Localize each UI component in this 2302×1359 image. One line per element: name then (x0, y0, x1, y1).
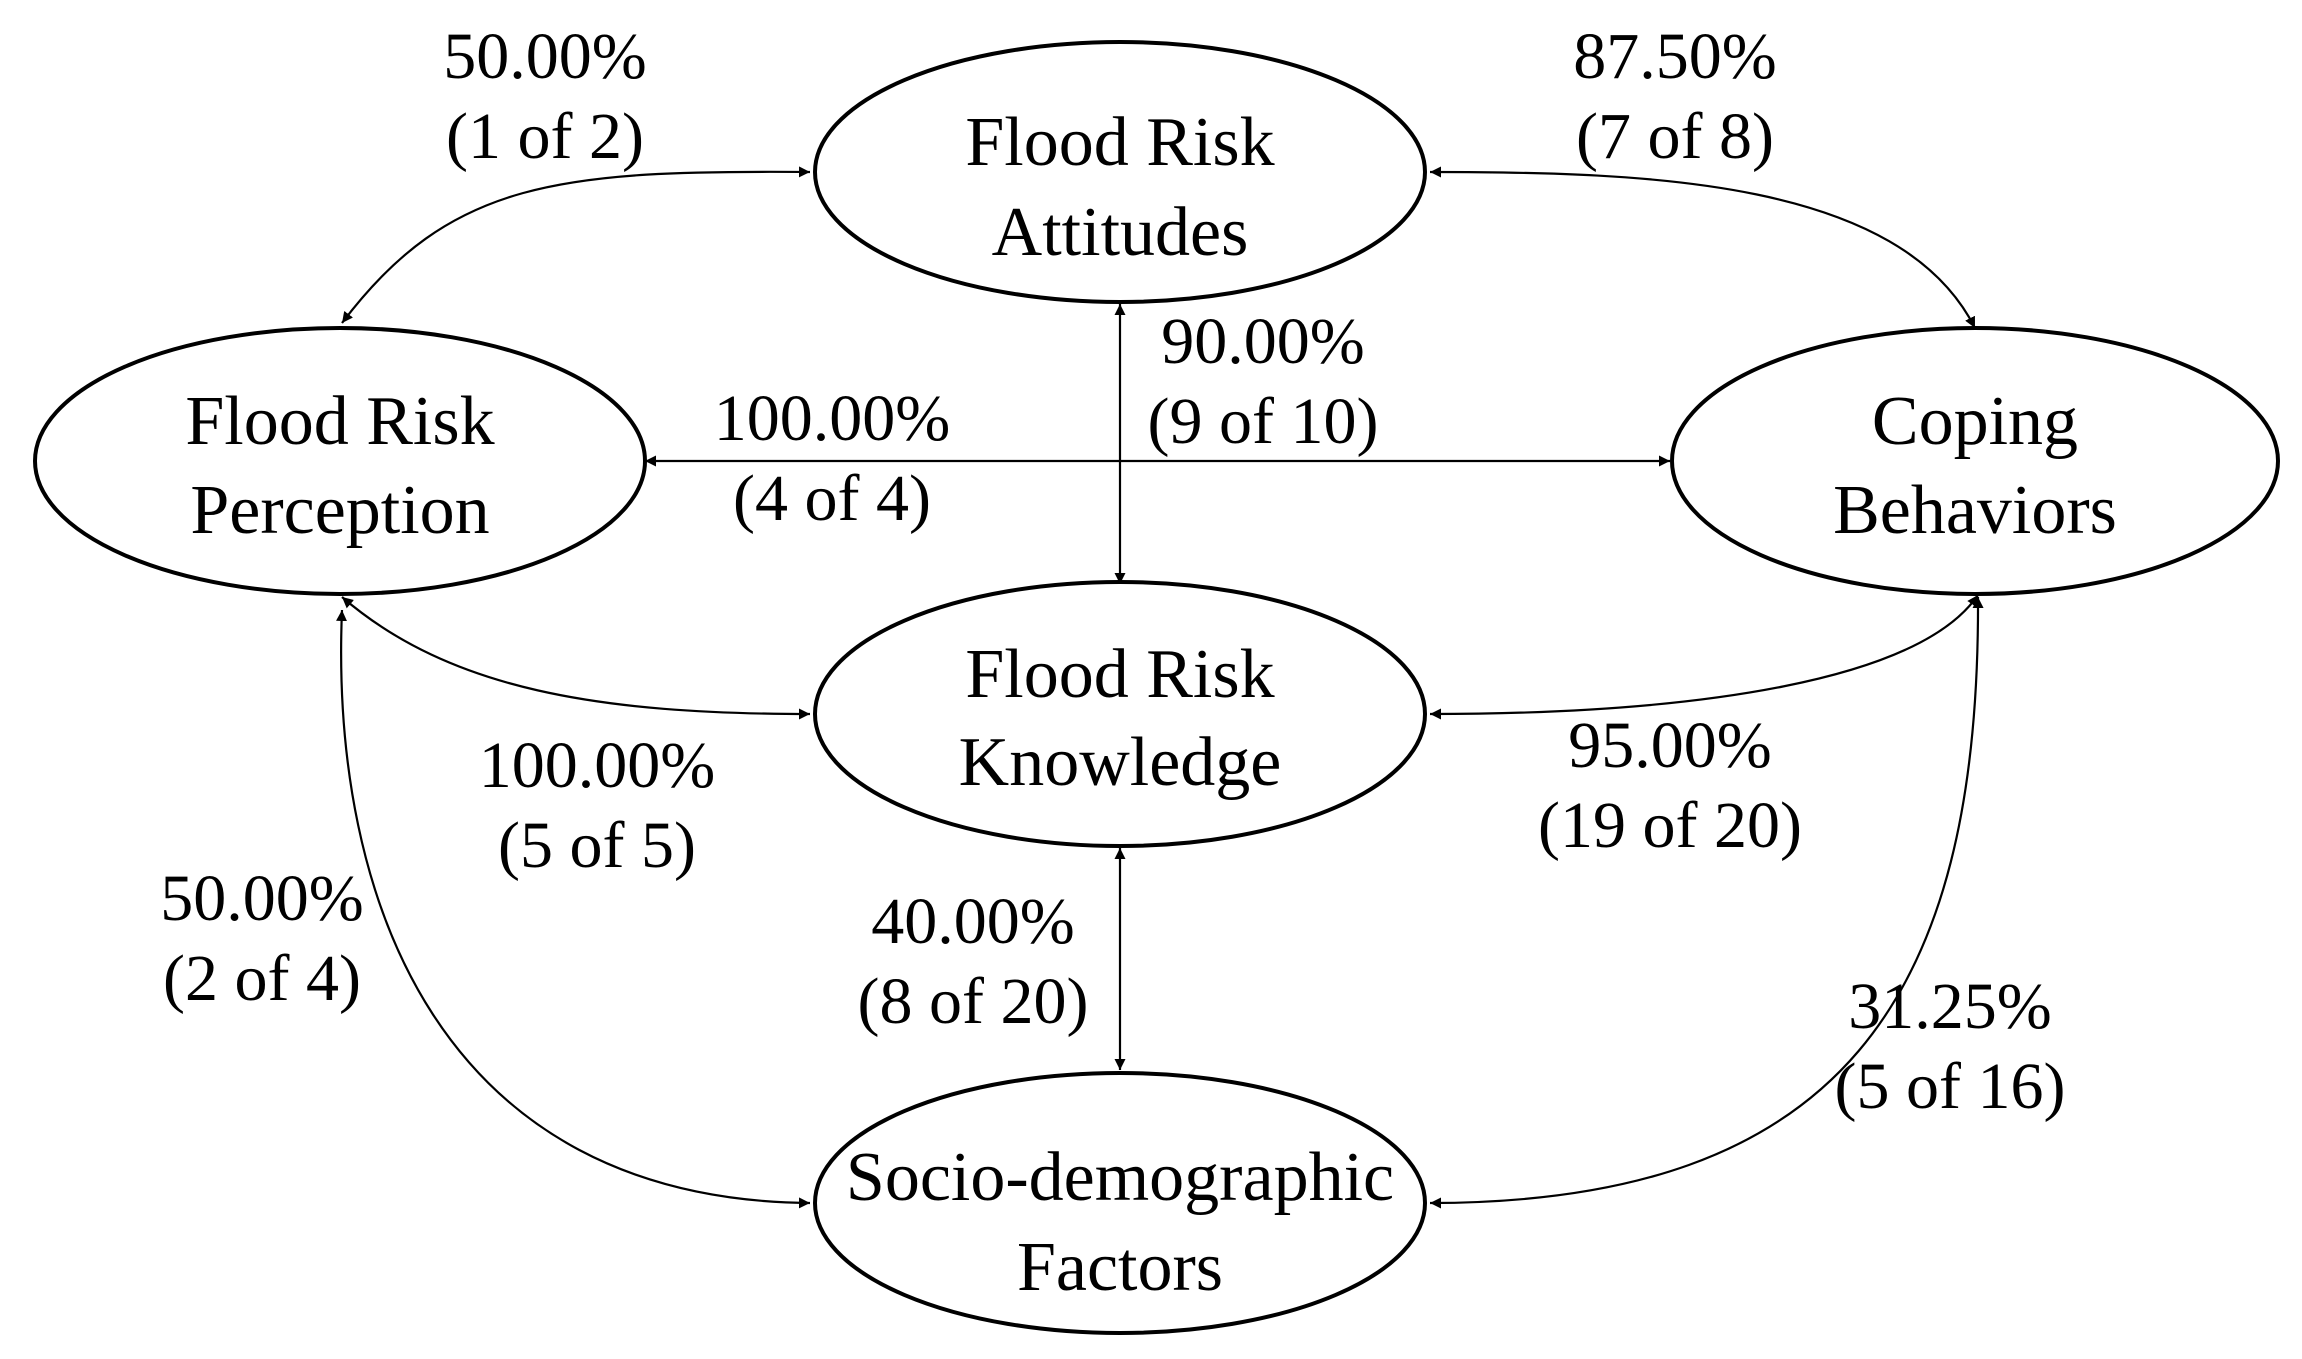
edge-perception-socio (336, 609, 811, 1209)
edge-label-attitudes-knowledge: 90.00% (9 of 10) (1148, 305, 1379, 458)
edge-percent: 100.00% (479, 729, 715, 802)
edges-layer (336, 166, 1984, 1209)
node-label-line2: Attitudes (992, 194, 1249, 271)
edge-label-knowledge-socio: 40.00% (8 of 20) (858, 885, 1089, 1038)
node-flood-risk-knowledge: Flood Risk Knowledge (813, 580, 1427, 848)
node-label-line1: Socio-demographic (846, 1139, 1394, 1216)
edge-label-perception-knowledge: 100.00% (5 of 5) (479, 729, 715, 882)
edge-percent: 100.00% (714, 382, 950, 455)
edge-knowledge-coping (1429, 594, 1979, 720)
node-ellipse (813, 580, 1427, 848)
edge-percent: 31.25% (1848, 970, 2051, 1043)
edge-count: (8 of 20) (858, 965, 1089, 1038)
node-label-line2: Knowledge (959, 724, 1282, 801)
edge-label-knowledge-coping: 95.00% (19 of 20) (1538, 709, 1802, 862)
node-ellipse (1670, 326, 2280, 596)
node-ellipse (813, 40, 1427, 304)
edge-count: (1 of 2) (446, 100, 644, 173)
node-flood-risk-perception: Flood Risk Perception (33, 326, 647, 596)
node-label-line1: Flood Risk (965, 104, 1274, 181)
edge-label-perception-attitudes: 50.00% (1 of 2) (443, 20, 646, 173)
edge-count: (19 of 20) (1538, 789, 1802, 862)
edge-count: (9 of 10) (1148, 385, 1379, 458)
edge-attitudes-coping (1429, 166, 1976, 329)
node-coping-behaviors: Coping Behaviors (1670, 326, 2280, 596)
edge-perception-knowledge (341, 596, 811, 720)
node-ellipse (813, 1071, 1427, 1335)
node-label-line1: Flood Risk (185, 383, 494, 460)
node-label-line2: Perception (190, 472, 489, 549)
edge-count: (5 of 16) (1835, 1050, 2066, 1123)
edge-percent: 87.50% (1573, 20, 1776, 93)
edge-count: (7 of 8) (1576, 100, 1774, 173)
edge-perception-attitudes (341, 166, 811, 324)
edge-count: (2 of 4) (163, 942, 361, 1015)
node-label-line1: Coping (1872, 383, 2078, 460)
edge-percent: 90.00% (1161, 305, 1364, 378)
edge-coping-socio (1429, 596, 1984, 1209)
edge-label-coping-socio: 31.25% (5 of 16) (1835, 970, 2066, 1123)
node-label-line1: Flood Risk (965, 636, 1274, 713)
node-ellipse (33, 326, 647, 596)
node-socio-demographic-factors: Socio-demographic Factors (813, 1071, 1427, 1335)
node-label-line2: Factors (1017, 1229, 1223, 1306)
edge-count: (5 of 5) (498, 809, 696, 882)
edge-percent: 50.00% (160, 862, 363, 935)
edge-label-attitudes-coping: 87.50% (7 of 8) (1573, 20, 1776, 173)
edge-count: (4 of 4) (733, 462, 931, 535)
edge-label-perception-coping: 100.00% (4 of 4) (714, 382, 950, 535)
node-label-line2: Behaviors (1833, 472, 2117, 549)
edge-percent: 95.00% (1568, 709, 1771, 782)
edge-percent: 40.00% (871, 885, 1074, 958)
edge-percent: 50.00% (443, 20, 646, 93)
edge-label-perception-socio: 50.00% (2 of 4) (160, 862, 363, 1015)
node-flood-risk-attitudes: Flood Risk Attitudes (813, 40, 1427, 304)
